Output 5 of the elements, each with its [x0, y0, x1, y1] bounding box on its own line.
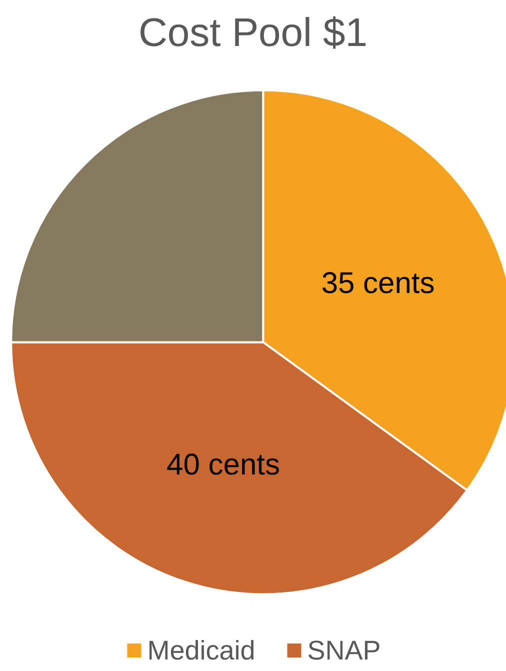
data-label: 40 cents	[166, 448, 280, 482]
legend-label: SNAP	[307, 636, 381, 666]
chart-title: Cost Pool $1	[138, 11, 368, 55]
legend-label: Medicaid	[147, 636, 256, 666]
data-label: 35 cents	[321, 267, 435, 300]
